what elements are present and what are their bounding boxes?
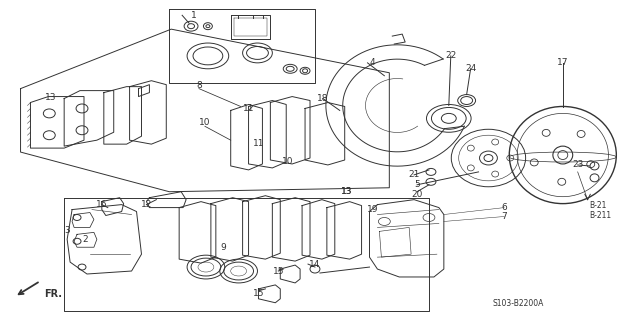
Text: 7: 7	[502, 212, 507, 221]
Text: 12: 12	[141, 200, 152, 209]
Text: 18: 18	[317, 94, 329, 103]
Text: 21: 21	[409, 170, 420, 180]
Text: 13: 13	[44, 93, 56, 102]
Text: 11: 11	[253, 139, 264, 148]
Text: B-211: B-211	[589, 211, 612, 220]
Text: S103-B2200A: S103-B2200A	[492, 299, 544, 308]
Text: 2: 2	[82, 235, 88, 244]
Text: 10: 10	[282, 157, 293, 166]
Text: 22: 22	[445, 52, 457, 60]
Text: 13: 13	[341, 187, 353, 196]
Text: 4: 4	[369, 58, 375, 67]
Text: 23: 23	[572, 160, 583, 170]
Text: 9: 9	[220, 243, 226, 252]
Text: 11: 11	[243, 104, 254, 113]
Text: 24: 24	[465, 64, 476, 73]
Text: 5: 5	[414, 180, 420, 189]
Text: 13: 13	[341, 187, 353, 196]
Text: 15: 15	[272, 267, 284, 276]
Text: 1: 1	[191, 11, 197, 20]
Text: 19: 19	[367, 205, 378, 214]
Text: 10: 10	[199, 118, 211, 127]
Text: 17: 17	[557, 58, 569, 67]
Text: FR.: FR.	[44, 289, 62, 299]
Text: 3: 3	[64, 226, 70, 235]
Text: 8: 8	[196, 81, 202, 90]
Text: 20: 20	[411, 190, 423, 199]
Text: 14: 14	[309, 260, 321, 268]
Text: 15: 15	[253, 289, 264, 298]
Text: 16: 16	[96, 200, 108, 209]
Text: 6: 6	[502, 203, 507, 212]
Text: B-21: B-21	[589, 201, 607, 210]
